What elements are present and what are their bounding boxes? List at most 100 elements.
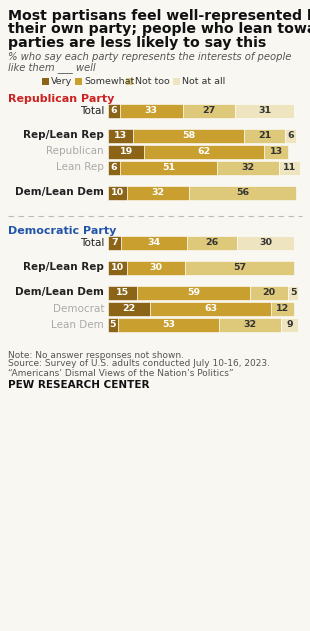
Bar	[126, 78, 133, 85]
Bar	[120, 160, 217, 175]
Bar	[108, 160, 120, 175]
Text: Total: Total	[80, 237, 104, 247]
Bar	[122, 235, 187, 249]
Text: Somewhat: Somewhat	[84, 77, 134, 86]
Bar	[108, 302, 150, 316]
Bar	[264, 144, 289, 158]
Text: 51: 51	[162, 163, 175, 172]
Bar	[42, 78, 49, 85]
Text: 11: 11	[283, 163, 296, 172]
Text: PEW RESEARCH CENTER: PEW RESEARCH CENTER	[8, 380, 149, 391]
Bar	[108, 235, 122, 249]
Text: 6: 6	[110, 106, 117, 115]
Text: 34: 34	[148, 238, 161, 247]
Text: 22: 22	[122, 304, 136, 313]
Text: 10: 10	[111, 263, 124, 272]
Bar	[133, 129, 244, 143]
Bar	[271, 302, 294, 316]
Bar	[108, 129, 133, 143]
Bar	[289, 285, 298, 300]
Text: 13: 13	[269, 147, 282, 156]
Bar	[185, 261, 294, 274]
Text: 5: 5	[109, 320, 116, 329]
Text: 32: 32	[241, 163, 255, 172]
Text: 30: 30	[259, 238, 272, 247]
Text: Rep/Lean Rep: Rep/Lean Rep	[23, 131, 104, 141]
Text: their own party; people who lean toward: their own party; people who lean toward	[8, 23, 310, 37]
Text: 19: 19	[120, 147, 133, 156]
Bar	[150, 302, 271, 316]
Text: 26: 26	[205, 238, 218, 247]
Text: 10: 10	[111, 188, 124, 197]
Text: 30: 30	[149, 263, 162, 272]
Text: Republican: Republican	[46, 146, 104, 156]
Text: 32: 32	[151, 188, 165, 197]
Text: 27: 27	[202, 106, 215, 115]
Bar	[108, 186, 127, 199]
Text: Democrat: Democrat	[52, 304, 104, 314]
Text: 62: 62	[197, 147, 210, 156]
Bar	[237, 235, 294, 249]
Bar	[189, 186, 296, 199]
Text: 21: 21	[258, 131, 271, 140]
Text: 20: 20	[263, 288, 276, 297]
Bar	[279, 160, 300, 175]
Text: Dem/Lean Dem: Dem/Lean Dem	[15, 288, 104, 297]
Text: 57: 57	[233, 263, 246, 272]
Bar	[108, 261, 127, 274]
Bar	[144, 144, 264, 158]
Bar	[172, 78, 179, 85]
Bar	[183, 103, 235, 117]
Bar	[285, 129, 296, 143]
Text: 59: 59	[187, 288, 200, 297]
Text: 31: 31	[258, 106, 271, 115]
Bar	[219, 317, 281, 331]
Bar	[108, 317, 117, 331]
Bar	[127, 261, 185, 274]
Text: Republican Party: Republican Party	[8, 93, 114, 103]
Text: Rep/Lean Rep: Rep/Lean Rep	[23, 262, 104, 273]
Text: 5: 5	[290, 288, 297, 297]
Text: like them ___ well: like them ___ well	[8, 62, 95, 73]
Bar	[235, 103, 294, 117]
Text: 63: 63	[204, 304, 217, 313]
Text: Source: Survey of U.S. adults conducted July 10-16, 2023.: Source: Survey of U.S. adults conducted …	[8, 360, 270, 369]
Text: Dem/Lean Dem: Dem/Lean Dem	[15, 187, 104, 198]
Bar	[75, 78, 82, 85]
Bar	[117, 317, 219, 331]
Bar	[217, 160, 279, 175]
Text: Total: Total	[80, 105, 104, 115]
Text: 33: 33	[145, 106, 158, 115]
Text: Lean Dem: Lean Dem	[51, 319, 104, 329]
Bar	[244, 129, 285, 143]
Text: “Americans’ Dismal Views of the Nation’s Politics”: “Americans’ Dismal Views of the Nation’s…	[8, 369, 233, 377]
Bar	[108, 144, 144, 158]
Text: 32: 32	[244, 320, 257, 329]
Text: 53: 53	[162, 320, 175, 329]
Text: % who say each party represents the interests of people: % who say each party represents the inte…	[8, 52, 291, 61]
Bar	[120, 103, 183, 117]
Text: 15: 15	[116, 288, 129, 297]
Text: 56: 56	[236, 188, 249, 197]
Bar	[127, 186, 189, 199]
Text: Not too: Not too	[135, 77, 170, 86]
Bar	[187, 235, 237, 249]
Text: 13: 13	[114, 131, 127, 140]
Text: Most partisans feel well-represented by: Most partisans feel well-represented by	[8, 9, 310, 23]
Bar	[108, 103, 120, 117]
Text: 6: 6	[287, 131, 294, 140]
Bar	[281, 317, 298, 331]
Bar	[250, 285, 289, 300]
Text: 6: 6	[110, 163, 117, 172]
Text: Very: Very	[51, 77, 72, 86]
Text: 58: 58	[182, 131, 195, 140]
Text: 7: 7	[111, 238, 118, 247]
Text: Not at all: Not at all	[181, 77, 225, 86]
Text: 9: 9	[286, 320, 293, 329]
Bar	[137, 285, 250, 300]
Text: Note: No answer responses not shown.: Note: No answer responses not shown.	[8, 350, 184, 360]
Text: Democratic Party: Democratic Party	[8, 225, 116, 235]
Text: 12: 12	[276, 304, 289, 313]
Text: Lean Rep: Lean Rep	[56, 163, 104, 172]
Text: parties are less likely to say this: parties are less likely to say this	[8, 36, 266, 50]
